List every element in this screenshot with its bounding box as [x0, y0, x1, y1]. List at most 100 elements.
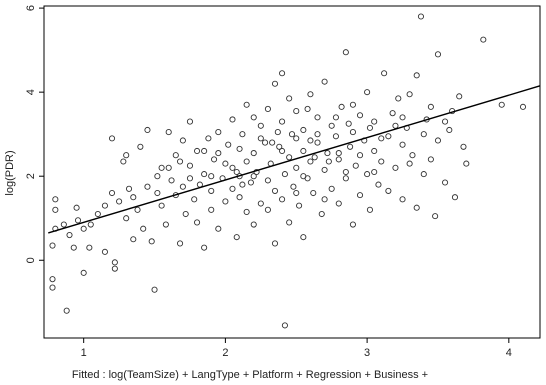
- data-point: [264, 206, 271, 213]
- data-point: [385, 187, 392, 194]
- data-point: [134, 206, 141, 213]
- data-point: [49, 242, 56, 249]
- data-point: [307, 137, 314, 144]
- data-point: [257, 122, 264, 129]
- data-point: [281, 322, 288, 329]
- points-layer: [49, 13, 527, 329]
- data-point: [364, 89, 371, 96]
- data-point: [378, 158, 385, 165]
- data-point: [293, 164, 300, 171]
- data-point: [480, 36, 487, 43]
- data-point: [225, 141, 232, 148]
- data-point: [111, 259, 118, 266]
- data-point: [427, 156, 434, 163]
- x-tick-label: 1: [81, 347, 87, 359]
- data-point: [123, 215, 130, 222]
- data-point: [116, 198, 123, 205]
- data-point: [243, 101, 250, 108]
- data-point: [158, 164, 165, 171]
- data-point: [288, 131, 296, 138]
- data-point: [108, 135, 116, 142]
- data-point: [151, 286, 158, 293]
- data-point: [310, 189, 317, 197]
- data-point: [381, 70, 388, 77]
- data-point: [442, 179, 449, 186]
- data-point: [314, 131, 321, 138]
- y-tick-label: 2: [25, 173, 37, 179]
- data-point: [392, 122, 399, 129]
- data-point: [463, 160, 470, 167]
- data-point: [356, 112, 364, 119]
- x-axis-label: Fitted : log(TeamSize) + LangType + Plat…: [72, 369, 428, 381]
- data-point: [201, 147, 208, 155]
- data-point: [144, 126, 151, 134]
- data-point: [262, 139, 269, 146]
- data-point: [49, 276, 56, 283]
- data-point: [286, 95, 293, 102]
- data-point: [74, 217, 82, 224]
- data-point: [293, 189, 300, 197]
- data-point: [239, 181, 246, 188]
- data-point: [158, 202, 165, 209]
- data-point: [318, 210, 325, 218]
- data-point: [176, 240, 184, 247]
- data-point: [395, 95, 402, 102]
- data-point: [349, 221, 356, 228]
- data-point: [168, 177, 175, 184]
- data-point: [247, 179, 254, 186]
- data-point: [165, 129, 172, 136]
- data-point: [307, 91, 314, 98]
- data-point: [406, 91, 413, 98]
- data-point: [304, 105, 311, 113]
- data-point: [371, 168, 378, 176]
- data-point: [236, 194, 243, 201]
- data-point: [307, 158, 314, 165]
- data-point: [130, 236, 137, 243]
- data-point: [271, 80, 279, 87]
- data-point: [364, 171, 371, 178]
- data-point: [293, 108, 300, 115]
- data-point: [356, 192, 364, 199]
- data-point: [125, 185, 133, 192]
- data-point: [371, 147, 378, 155]
- data-point: [274, 129, 281, 136]
- data-point: [215, 150, 222, 157]
- data-point: [264, 177, 271, 184]
- data-point: [399, 196, 406, 203]
- data-point: [446, 126, 453, 134]
- data-point: [300, 173, 307, 180]
- fit-line: [48, 85, 541, 234]
- data-point: [456, 93, 463, 100]
- data-point: [239, 131, 246, 138]
- data-point: [250, 173, 257, 180]
- data-point: [417, 13, 425, 20]
- data-point: [420, 131, 427, 138]
- y-tick-label: 6: [25, 5, 37, 11]
- data-point: [101, 202, 108, 209]
- data-point: [321, 78, 328, 85]
- data-point: [347, 143, 354, 150]
- data-point: [300, 147, 307, 155]
- data-point: [332, 114, 339, 121]
- data-point: [325, 158, 332, 165]
- data-point: [123, 152, 130, 159]
- x-tick-label: 4: [506, 347, 512, 359]
- data-point: [66, 231, 73, 239]
- data-point: [276, 143, 283, 150]
- data-point: [328, 185, 335, 192]
- data-point: [345, 120, 352, 127]
- data-point: [63, 307, 70, 314]
- data-point: [352, 162, 359, 169]
- data-point: [342, 168, 349, 176]
- data-point: [172, 152, 179, 159]
- data-point: [52, 206, 59, 213]
- data-point: [243, 208, 250, 215]
- data-point: [215, 129, 222, 136]
- data-point: [332, 133, 339, 140]
- data-point: [293, 135, 300, 142]
- data-point: [392, 164, 399, 171]
- data-point: [236, 145, 243, 152]
- data-point: [385, 133, 392, 140]
- y-axis: 0 2 4 6: [25, 5, 44, 263]
